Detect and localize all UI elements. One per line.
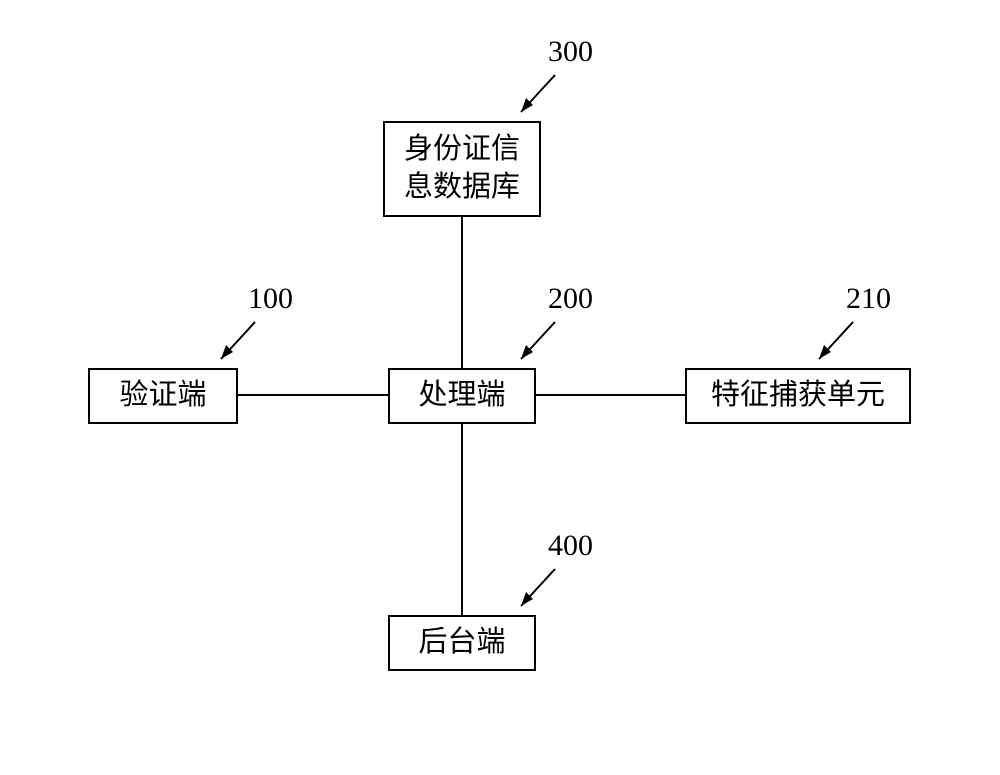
ref-label-100: 100 bbox=[248, 282, 293, 316]
node-left: 验证端 bbox=[88, 368, 238, 424]
diagram-container: 身份证信 息数据库 验证端 处理端 特征捕获单元 后台端 300 100 200… bbox=[0, 0, 1000, 775]
node-right: 特征捕获单元 bbox=[685, 368, 911, 424]
node-bottom: 后台端 bbox=[388, 615, 536, 671]
node-left-label: 验证端 bbox=[119, 377, 206, 415]
edge-center-bottom bbox=[461, 424, 463, 615]
edge-left-center bbox=[238, 394, 388, 396]
ref-label-210: 210 bbox=[846, 282, 891, 316]
ref-label-300: 300 bbox=[548, 35, 593, 69]
node-center-label: 处理端 bbox=[418, 377, 505, 415]
ref-label-200: 200 bbox=[548, 282, 593, 316]
edge-center-right bbox=[536, 394, 685, 396]
ref-label-400: 400 bbox=[548, 529, 593, 563]
node-center: 处理端 bbox=[388, 368, 536, 424]
node-top: 身份证信 息数据库 bbox=[383, 121, 541, 217]
node-top-label: 身份证信 息数据库 bbox=[404, 131, 520, 206]
edge-top-center bbox=[461, 217, 463, 368]
node-bottom-label: 后台端 bbox=[418, 624, 505, 662]
node-right-label: 特征捕获单元 bbox=[711, 377, 885, 415]
